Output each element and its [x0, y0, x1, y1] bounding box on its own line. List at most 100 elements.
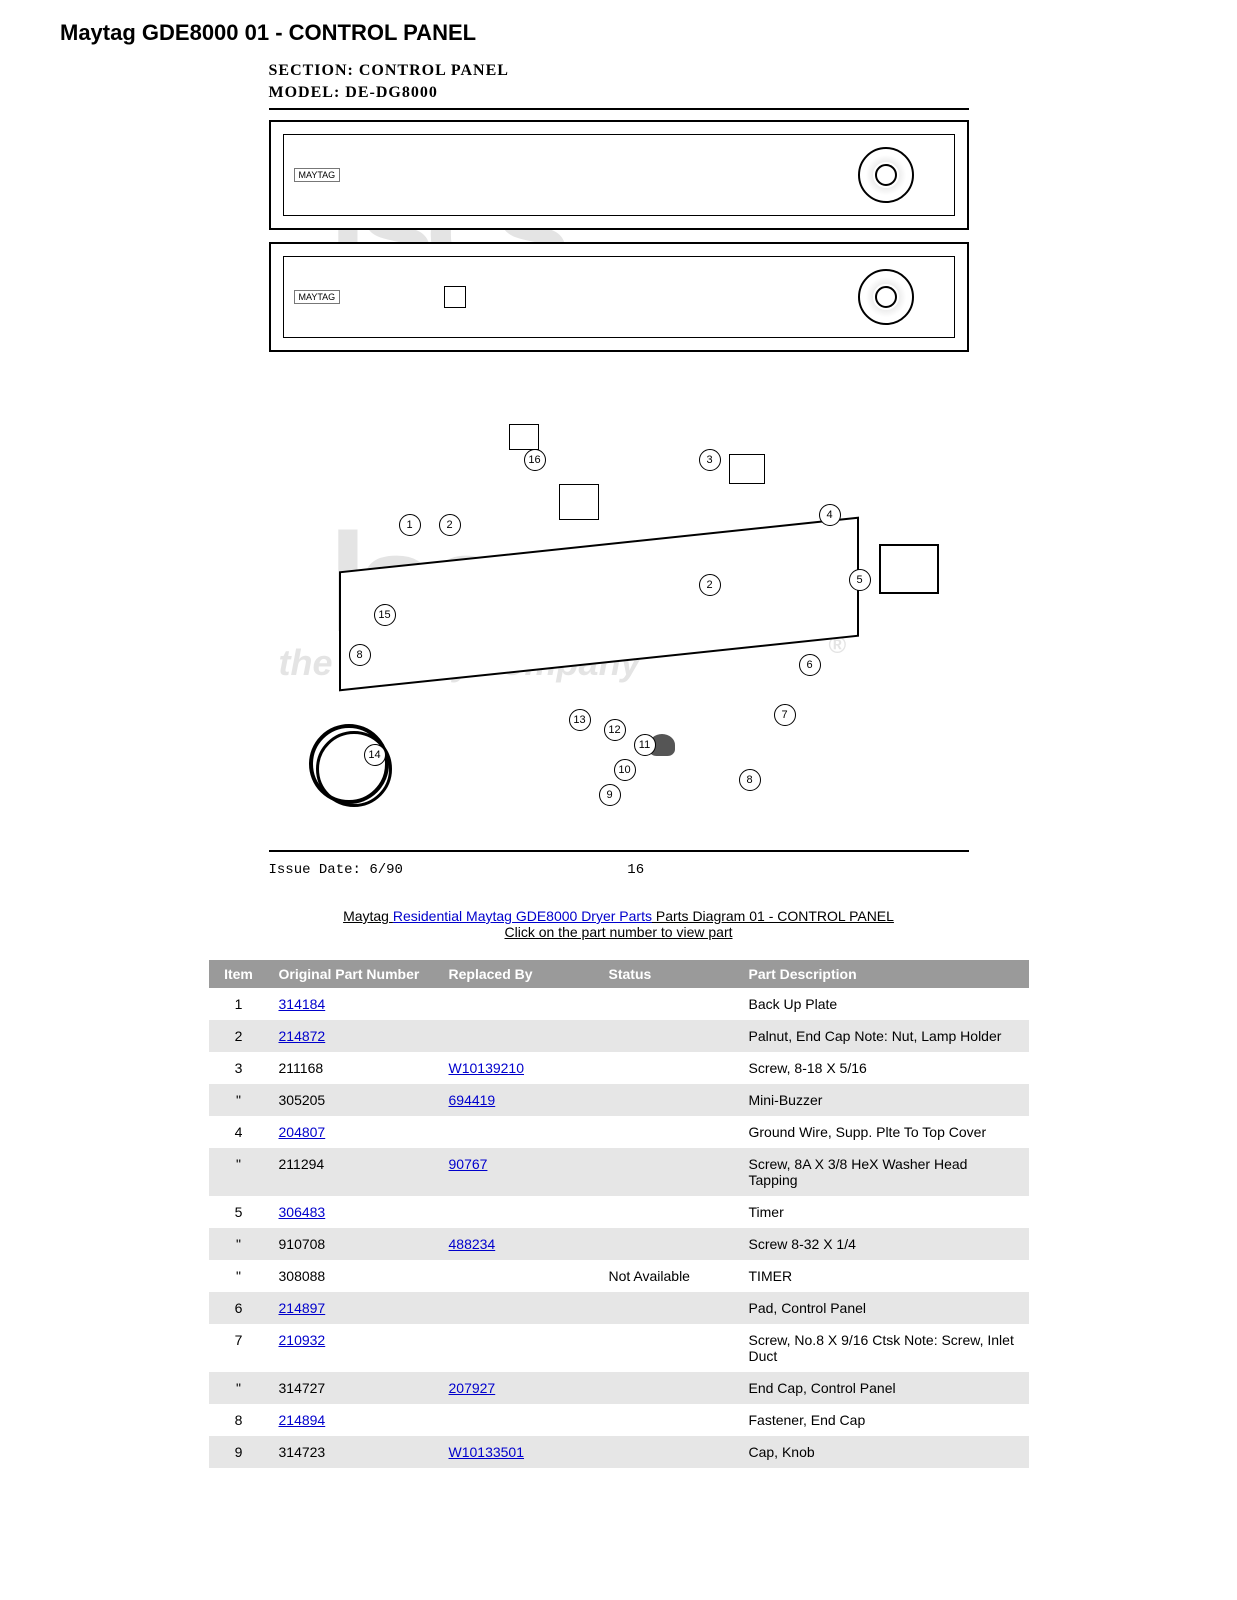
- cell-status: Not Available: [599, 1260, 739, 1292]
- part-number-link[interactable]: 204807: [279, 1124, 326, 1140]
- cell-item: 2: [209, 1020, 269, 1052]
- cell-description: Fastener, End Cap: [739, 1404, 1029, 1436]
- callout-6: 6: [799, 654, 821, 676]
- cell-status: [599, 1372, 739, 1404]
- table-row: 6 214897 Pad, Control Panel: [209, 1292, 1029, 1324]
- parts-diagram: lscs the laundry company ® lscs the laun…: [269, 62, 969, 878]
- part-number-link[interactable]: 214872: [279, 1028, 326, 1044]
- indicator-icon: [444, 286, 466, 308]
- buzzer-shape: [559, 484, 599, 520]
- cell-description: Cap, Knob: [739, 1436, 1029, 1468]
- cell-description: Pad, Control Panel: [739, 1292, 1029, 1324]
- issue-date: Issue Date: 6/90: [269, 862, 403, 878]
- part-number-link[interactable]: 214897: [279, 1300, 326, 1316]
- callout-1: 1: [399, 514, 421, 536]
- callout-11: 11: [634, 734, 656, 756]
- diagram-footer: Issue Date: 6/90 16: [269, 862, 969, 878]
- callout-12: 12: [604, 719, 626, 741]
- cell-description: Screw, 8A X 3/8 HeX Washer Head Tapping: [739, 1148, 1029, 1196]
- callout-13: 13: [569, 709, 591, 731]
- callout-5: 5: [849, 569, 871, 591]
- table-row: 7 210932 Screw, No.8 X 9/16 Ctsk Note: Scr…: [209, 1324, 1029, 1372]
- cell-status: [599, 1324, 739, 1372]
- backup-plate-shape: [339, 517, 859, 692]
- cell-item: 4: [209, 1116, 269, 1148]
- part-number-link[interactable]: 306483: [279, 1204, 326, 1220]
- cell-item: 8: [209, 1404, 269, 1436]
- callout-10: 10: [614, 759, 636, 781]
- cell-item: 3: [209, 1052, 269, 1084]
- exploded-view: 1 2 2 3 4 5 6 7 8 8 9 10 11 12 13 14 15 …: [269, 364, 969, 844]
- callout-2b: 2: [699, 574, 721, 596]
- part-number-link[interactable]: 314184: [279, 996, 326, 1012]
- cell-item: 5: [209, 1196, 269, 1228]
- cell-original-part: 211168: [269, 1052, 439, 1084]
- table-row: "910708488234Screw 8-32 X 1/4: [209, 1228, 1029, 1260]
- column-header-description: Part Description: [739, 960, 1029, 988]
- cell-status: [599, 1084, 739, 1116]
- cell-description: Screw, 8-18 X 5/16: [739, 1052, 1029, 1084]
- part-number-link[interactable]: W10133501: [449, 1444, 525, 1460]
- column-header-status: Status: [599, 960, 739, 988]
- diagram-caption: Maytag Residential Maytag GDE8000 Dryer …: [60, 908, 1177, 940]
- cell-original-part: 305205: [269, 1084, 439, 1116]
- table-row: 3211168 W10139210 Screw, 8-18 X 5/16: [209, 1052, 1029, 1084]
- cell-item: 6: [209, 1292, 269, 1324]
- brand-badge: MAYTAG: [294, 168, 341, 182]
- table-row: 1314184Back Up Plate: [209, 988, 1029, 1020]
- diagram-rule: [269, 108, 969, 110]
- cell-status: [599, 1404, 739, 1436]
- table-header-row: Item Original Part Number Replaced By St…: [209, 960, 1029, 988]
- part-number-link[interactable]: 694419: [449, 1092, 496, 1108]
- brand-badge: MAYTAG: [294, 290, 341, 304]
- part-number-link[interactable]: 214894: [279, 1412, 326, 1428]
- table-row: "308088Not AvailableTIMER: [209, 1260, 1029, 1292]
- cell-item: ": [209, 1372, 269, 1404]
- cell-replaced-by: [439, 1116, 599, 1148]
- part-shape: [729, 454, 765, 484]
- cell-description: Screw 8-32 X 1/4: [739, 1228, 1029, 1260]
- cell-status: [599, 1052, 739, 1084]
- cell-item: 7: [209, 1324, 269, 1372]
- cell-original-part: 211294: [269, 1148, 439, 1196]
- cell-original-part: 306483: [269, 1196, 439, 1228]
- callout-15: 15: [374, 604, 396, 626]
- callout-8b: 8: [349, 644, 371, 666]
- cell-item: ": [209, 1084, 269, 1116]
- cell-replaced-by: 694419: [439, 1084, 599, 1116]
- cell-original-part: 314184: [269, 988, 439, 1020]
- cell-status: [599, 988, 739, 1020]
- part-number-link[interactable]: 488234: [449, 1236, 496, 1252]
- parts-category-link[interactable]: Residential Maytag GDE8000 Dryer Parts: [393, 908, 652, 924]
- cell-original-part: 214894: [269, 1404, 439, 1436]
- cell-description: TIMER: [739, 1260, 1029, 1292]
- cell-status: [599, 1116, 739, 1148]
- cell-description: Screw, No.8 X 9/16 Ctsk Note: Screw, Inl…: [739, 1324, 1029, 1372]
- cell-replaced-by: [439, 1020, 599, 1052]
- cell-original-part: 204807: [269, 1116, 439, 1148]
- cell-original-part: 314727: [269, 1372, 439, 1404]
- cell-original-part: 214897: [269, 1292, 439, 1324]
- cell-replaced-by: W10139210: [439, 1052, 599, 1084]
- cell-status: [599, 1196, 739, 1228]
- diagram-section: SECTION: CONTROL PANEL: [269, 62, 969, 80]
- callout-3: 3: [699, 449, 721, 471]
- part-number-link[interactable]: W10139210: [449, 1060, 525, 1076]
- part-number-link[interactable]: 210932: [279, 1332, 326, 1348]
- callout-9: 9: [599, 784, 621, 806]
- part-number-link[interactable]: 90767: [449, 1156, 488, 1172]
- table-row: "21129490767Screw, 8A X 3/8 HeX Washer H…: [209, 1148, 1029, 1196]
- page-number: 16: [627, 862, 644, 878]
- callout-7: 7: [774, 704, 796, 726]
- parts-table: Item Original Part Number Replaced By St…: [209, 960, 1029, 1468]
- callout-14: 14: [364, 744, 386, 766]
- cell-item: 1: [209, 988, 269, 1020]
- part-number-link[interactable]: 207927: [449, 1380, 496, 1396]
- page-title: Maytag GDE8000 01 - CONTROL PANEL: [60, 20, 1177, 46]
- table-row: 4204807Ground Wire, Supp. Plte To Top Co…: [209, 1116, 1029, 1148]
- column-header-replaced: Replaced By: [439, 960, 599, 988]
- cell-description: Mini-Buzzer: [739, 1084, 1029, 1116]
- timer-dial-icon: [858, 269, 914, 325]
- cell-original-part: 214872: [269, 1020, 439, 1052]
- cell-item: 9: [209, 1436, 269, 1468]
